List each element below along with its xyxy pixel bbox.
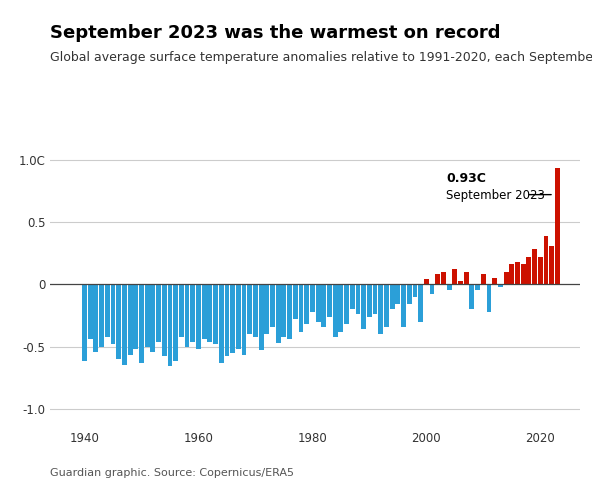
Bar — [504, 272, 509, 284]
Bar — [543, 236, 548, 284]
Bar — [88, 284, 92, 339]
Bar — [111, 284, 115, 344]
Bar — [168, 284, 172, 367]
Bar — [356, 284, 361, 314]
Bar — [162, 284, 167, 356]
Bar — [247, 284, 252, 334]
Bar — [515, 262, 520, 284]
Bar — [424, 279, 429, 284]
Bar — [219, 284, 224, 363]
Bar — [179, 284, 184, 337]
Bar — [265, 284, 269, 334]
Bar — [521, 264, 526, 284]
Bar — [253, 284, 258, 337]
Bar — [287, 284, 292, 339]
Bar — [310, 284, 315, 312]
Bar — [156, 284, 161, 341]
Bar — [367, 284, 372, 317]
Bar — [304, 284, 309, 324]
Bar — [430, 284, 435, 294]
Bar — [196, 284, 201, 349]
Bar — [350, 284, 355, 309]
Bar — [207, 284, 213, 341]
Bar — [481, 274, 485, 284]
Bar — [464, 272, 469, 284]
Bar — [133, 284, 138, 349]
Bar — [526, 257, 531, 284]
Bar — [509, 264, 514, 284]
Bar — [401, 284, 406, 327]
Bar — [327, 284, 332, 317]
Bar — [555, 169, 560, 284]
Bar — [469, 284, 474, 309]
Bar — [378, 284, 383, 334]
Bar — [344, 284, 349, 324]
Text: 0.93C: 0.93C — [446, 171, 486, 185]
Bar — [407, 284, 411, 304]
Bar — [538, 257, 543, 284]
Bar — [116, 284, 121, 359]
Bar — [213, 284, 218, 344]
Bar — [458, 281, 463, 284]
Bar — [185, 284, 189, 346]
Bar — [293, 284, 298, 319]
Text: September 2023 was the warmest on record: September 2023 was the warmest on record — [50, 24, 501, 42]
Bar — [475, 284, 480, 290]
Bar — [242, 284, 246, 355]
Bar — [498, 284, 503, 287]
Bar — [418, 284, 423, 322]
Bar — [441, 272, 446, 284]
Bar — [361, 284, 366, 329]
Bar — [94, 284, 98, 352]
Bar — [339, 284, 343, 332]
Bar — [333, 284, 337, 337]
Bar — [224, 284, 229, 356]
Bar — [259, 284, 263, 350]
Bar — [281, 284, 287, 337]
Bar — [99, 284, 104, 346]
Bar — [105, 284, 110, 337]
Bar — [230, 284, 235, 353]
Bar — [173, 284, 178, 361]
Bar — [150, 284, 155, 352]
Bar — [321, 284, 326, 327]
Bar — [202, 284, 207, 339]
Bar — [493, 278, 497, 284]
Bar — [276, 284, 281, 343]
Bar — [236, 284, 241, 349]
Bar — [487, 284, 491, 312]
Text: Global average surface temperature anomalies relative to 1991-2020, each Septemb: Global average surface temperature anoma… — [50, 51, 592, 64]
Bar — [390, 284, 395, 309]
Bar — [435, 274, 440, 284]
Bar — [384, 284, 389, 327]
Bar — [532, 249, 537, 284]
Bar — [122, 284, 127, 365]
Text: September 2023: September 2023 — [446, 189, 545, 202]
Bar — [372, 284, 378, 314]
Bar — [316, 284, 320, 322]
Bar — [447, 284, 452, 290]
Bar — [549, 246, 554, 284]
Bar — [395, 284, 400, 304]
Bar — [452, 270, 457, 284]
Bar — [82, 284, 87, 361]
Text: Guardian graphic. Source: Copernicus/ERA5: Guardian graphic. Source: Copernicus/ERA… — [50, 468, 294, 478]
Bar — [413, 284, 417, 297]
Bar — [298, 284, 304, 332]
Bar — [145, 284, 150, 346]
Bar — [270, 284, 275, 327]
Bar — [128, 284, 133, 355]
Bar — [191, 284, 195, 341]
Bar — [139, 284, 144, 363]
